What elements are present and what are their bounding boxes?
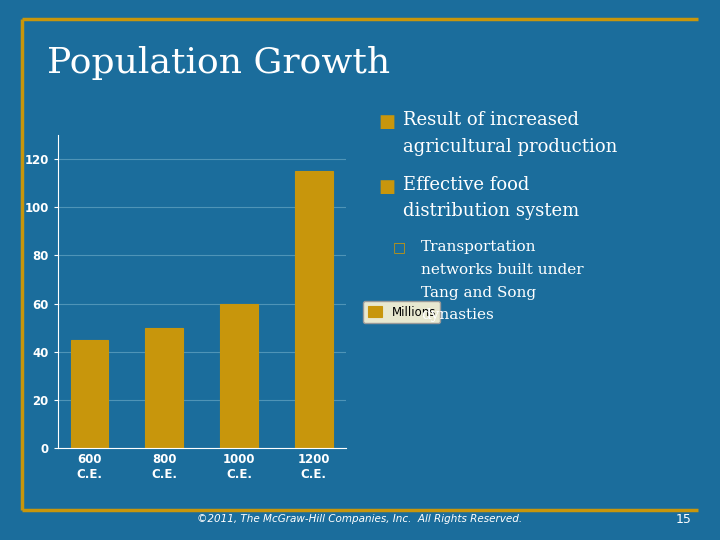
Text: Result of increased: Result of increased: [403, 111, 579, 129]
Text: 15: 15: [675, 513, 691, 526]
Bar: [220, 303, 258, 448]
Text: Effective food: Effective food: [403, 176, 530, 193]
Bar: [295, 171, 333, 448]
Text: networks built under: networks built under: [421, 263, 584, 277]
Text: ©2011, The McGraw-Hill Companies, Inc.  All Rights Reserved.: ©2011, The McGraw-Hill Companies, Inc. A…: [197, 515, 523, 524]
Legend: Millions: Millions: [363, 301, 441, 323]
Bar: [145, 328, 183, 448]
Text: □: □: [392, 240, 405, 254]
Text: ■: ■: [378, 178, 395, 196]
Bar: [71, 340, 108, 448]
Text: Tang and Song: Tang and Song: [421, 286, 536, 300]
Text: distribution system: distribution system: [403, 202, 580, 220]
Text: Transportation: Transportation: [421, 240, 536, 254]
Text: dynasties: dynasties: [421, 308, 494, 322]
Text: ■: ■: [378, 113, 395, 131]
Text: Population Growth: Population Growth: [47, 46, 390, 80]
Text: agricultural production: agricultural production: [403, 138, 618, 156]
